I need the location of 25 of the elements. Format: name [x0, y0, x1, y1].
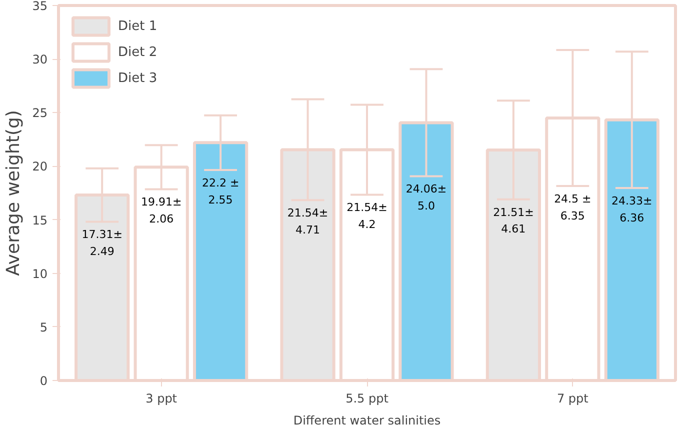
x-tick-label: 7 ppt — [556, 392, 589, 406]
data-label: 21.54± 4.2 — [346, 201, 388, 232]
data-label: 21.51± 4.61 — [493, 206, 534, 236]
data-label: 17.31± 2.49 — [82, 228, 122, 258]
x-tick-label: 3 ppt — [146, 392, 178, 406]
data-label: 19.91± 2.06 — [140, 196, 182, 226]
data-label: 21.54± 4.71 — [287, 206, 328, 237]
y-tick-label: 35 — [32, 0, 48, 13]
x-tick-label: 5.5 ppt — [346, 392, 389, 406]
y-tick-label: 15 — [32, 213, 48, 228]
data-label: 22.2 ± 2.55 — [202, 176, 240, 206]
legend-label: Diet 3 — [118, 70, 158, 86]
legend-label: Diet 1 — [118, 18, 158, 34]
data-label: 24.5 ± 6.35 — [554, 192, 592, 222]
y-tick-label: 10 — [32, 266, 48, 281]
legend-label: Diet 2 — [118, 44, 158, 60]
y-tick-label: 0 — [40, 374, 48, 388]
x-axis-title: Different water salinities — [293, 414, 441, 428]
y-axis-title: Average weight(g) — [3, 110, 24, 276]
y-tick-label: 25 — [32, 106, 48, 120]
data-label: 24.06± 5.0 — [406, 182, 447, 213]
y-tick-label: 30 — [32, 52, 48, 67]
y-tick-label: 5 — [40, 320, 48, 334]
y-tick-label: 20 — [32, 160, 48, 174]
data-label: 24.33± 6.36 — [612, 194, 652, 224]
